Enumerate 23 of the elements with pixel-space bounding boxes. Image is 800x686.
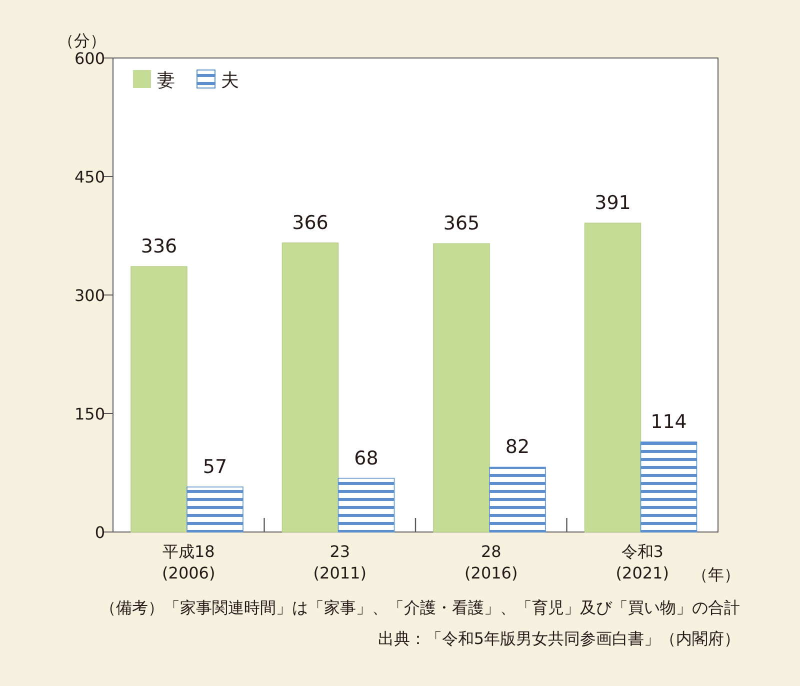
ytick: 600 (74, 49, 105, 68)
datalabel: 365 (443, 212, 480, 235)
datalabel: 57 (202, 456, 228, 478)
datalabel: 336 (140, 236, 178, 258)
xtick: 令和3 (2021) (616, 542, 669, 583)
legend-label: 夫 (221, 70, 239, 91)
xlabel: （年） (692, 565, 740, 584)
ytick: 0 (94, 523, 105, 542)
legend-label: 妻 (157, 70, 175, 91)
datalabel: 114 (650, 410, 687, 433)
annotation: （備考）「家事関連時間」は「家事」、「介護・看護」、「育児」及び「買い物」の合計 (100, 598, 740, 617)
datalabel: 68 (354, 447, 378, 470)
datalabel: 391 (594, 192, 631, 214)
datalabel: 366 (292, 212, 328, 234)
ylabel: （分） (58, 31, 106, 50)
ytick: 450 (74, 168, 105, 186)
annotation: 出典：「令和5年版男女共同参画白書」（内閣府） (378, 629, 740, 648)
xtick: 平成18 (2006) (162, 542, 216, 583)
ytick: 150 (74, 404, 105, 424)
xtick: 23 (2011) (313, 542, 366, 583)
ytick: 300 (74, 286, 105, 305)
datalabel: 82 (505, 436, 530, 458)
xtick: 28 (2016) (464, 542, 518, 583)
